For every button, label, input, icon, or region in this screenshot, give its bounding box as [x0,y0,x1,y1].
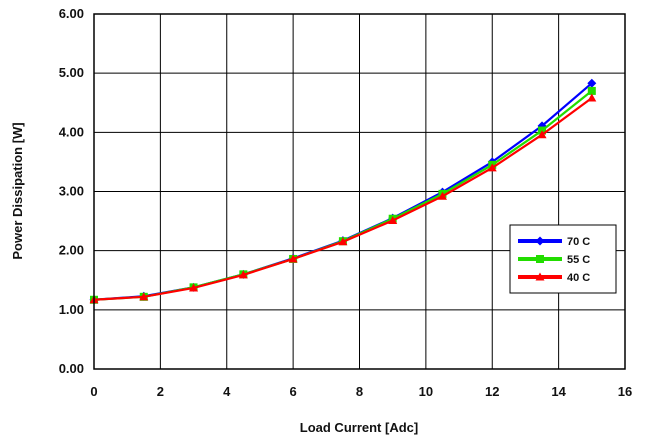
data-point [288,254,298,263]
data-point [437,191,447,200]
legend-label: 40 C [567,272,590,284]
x-tick-label: 10 [419,384,433,399]
data-point [189,283,199,292]
data-point [587,78,597,88]
data-point [587,93,597,102]
y-tick-label: 1.00 [59,302,84,317]
y-tick-label: 6.00 [59,6,84,21]
legend-label: 55 C [567,254,590,266]
x-tick-label: 4 [223,384,231,399]
series-layer [89,78,597,305]
data-point [238,270,248,279]
data-point [139,292,149,301]
data-point [587,86,596,95]
x-tick-label: 0 [90,384,97,399]
y-tick-label: 5.00 [59,65,84,80]
data-point [388,215,398,224]
series-2 [89,93,597,304]
x-tick-label: 2 [157,384,164,399]
x-tick-label: 16 [618,384,632,399]
legend-label: 70 C [567,236,590,248]
x-tick-label: 14 [551,384,566,399]
tick-labels: 0 2 4 6 8 10 12 14 16 0.00 1.00 2.00 3.00 4.00 5.00 6.0… [59,6,633,399]
legend-marker [536,255,544,263]
y-tick-label: 2.00 [59,243,84,258]
data-point [537,130,547,139]
data-point [338,237,348,246]
y-axis-title: Power Dissipation [W] [10,122,25,259]
x-tick-label: 8 [356,384,363,399]
x-tick-label: 6 [290,384,297,399]
x-tick-label: 12 [485,384,499,399]
legend: 70 C 55 C 40 C [509,224,617,294]
legend-marker [535,272,545,281]
y-tick-label: 3.00 [59,184,84,199]
y-tick-label: 0.00 [59,361,84,376]
y-tick-label: 4.00 [59,124,84,139]
x-axis-title: Load Current [Adc] [300,420,418,435]
legend-marker [535,236,545,246]
plot-border [93,13,626,370]
data-point [487,163,497,172]
